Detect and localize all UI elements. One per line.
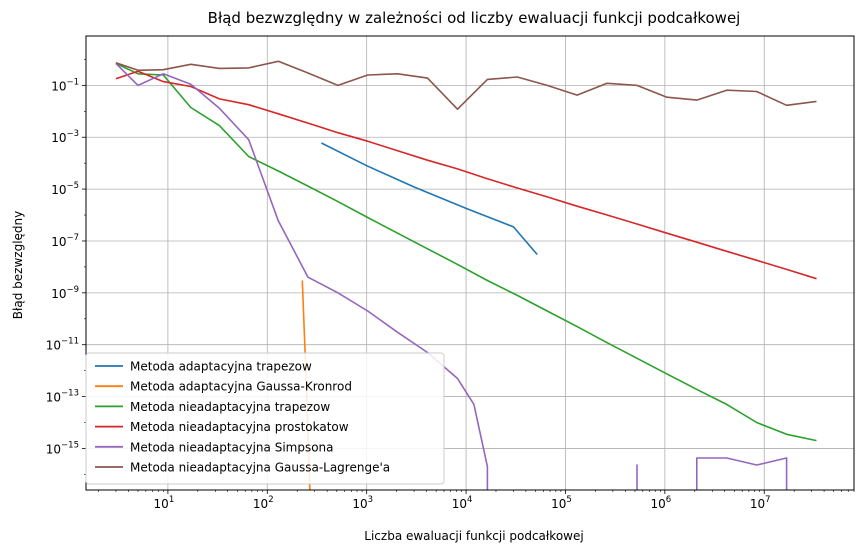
legend-label: Metoda adaptacyjna Gaussa-Kronrod [130,380,352,394]
x-tick-label: 102 [253,495,274,511]
y-tick-label: 10−7 [51,233,79,249]
y-tick-label: 10−3 [51,129,79,145]
grid [86,36,854,490]
legend-label: Metoda nieadaptacyjna trapezow [130,400,330,414]
y-axis-label: Błąd bezwzględny [11,211,25,320]
axis-ticks: 101 102 103 104 105 106 107 10−1 10−3 10−5 10−7 10−… [46,59,855,511]
legend-label: Metoda adaptacyjna trapezow [130,360,312,374]
x-axis-label: Liczba ewaluacji funkcji podcałkowej [364,529,583,543]
x-tick-label: 107 [750,495,771,511]
series-line-4 [115,70,817,280]
plot-frame [85,35,855,491]
x-tick-label: 101 [154,495,175,511]
chart-title: Błąd bezwzględny w zależności od liczby … [208,9,741,27]
legend-label: Metoda nieadaptacyjna Simpsona [130,440,334,454]
series-line-6 [115,60,817,110]
y-tick-label: 10−15 [46,440,79,456]
legend-box [85,352,445,485]
legend-label: Metoda nieadaptacyjna Gaussa-Lagrenge'a [130,461,390,475]
x-tick-label: 105 [551,495,572,511]
legend: Metoda adaptacyjna trapezow Metoda adapta… [85,352,445,485]
x-tick-label: 103 [352,495,373,511]
series-line-5 [115,62,788,490]
series-line-3 [115,62,817,442]
y-tick-label: 10−5 [51,181,79,197]
x-tick-label: 104 [452,495,473,511]
x-tick-label: 106 [650,495,671,511]
series-group [115,60,817,490]
y-tick-label: 10−11 [46,337,79,353]
y-tick-label: 10−9 [51,285,79,301]
y-tick-label: 10−13 [46,389,79,405]
y-tick-label: 10−1 [51,77,79,93]
legend-label: Metoda nieadaptacyjna prostokatow [130,420,349,434]
series-line-1 [321,142,538,256]
